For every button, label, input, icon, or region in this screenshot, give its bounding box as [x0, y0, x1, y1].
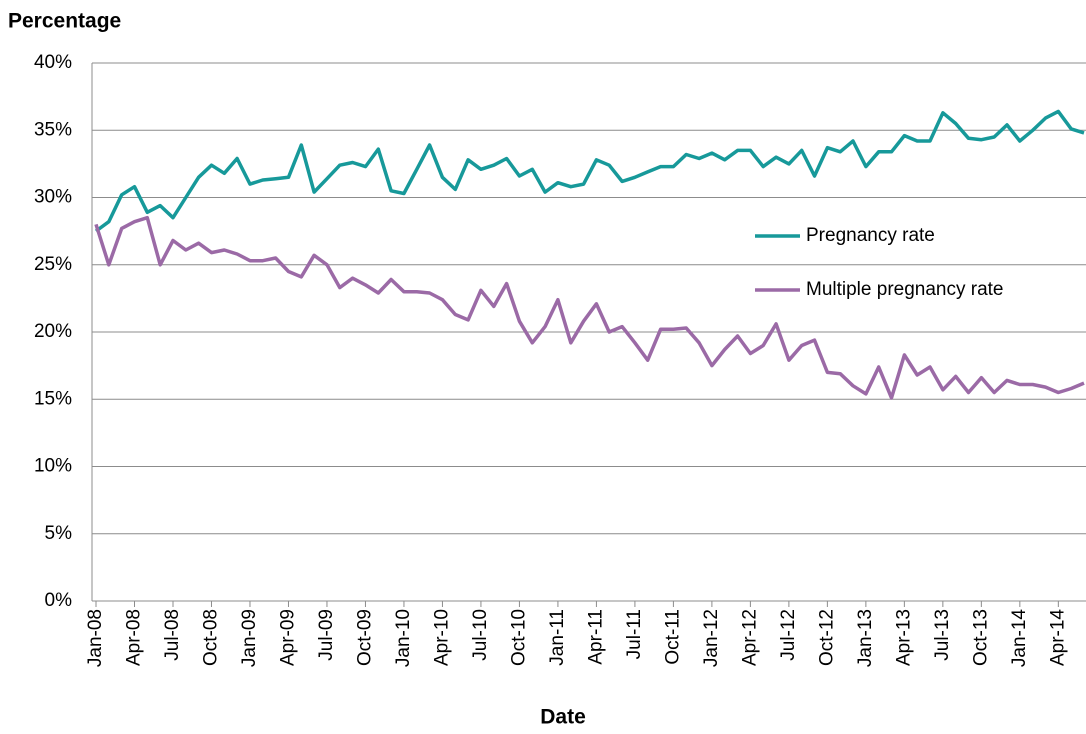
x-tick-label: Jul-08 [162, 609, 183, 661]
x-tick-label: Apr-10 [431, 609, 452, 666]
x-tick-label: Jan-11 [547, 609, 568, 666]
x-tick-label: Apr-12 [739, 609, 760, 666]
y-tick-label: 35% [34, 119, 72, 140]
x-tick-label: Apr-14 [1047, 609, 1068, 666]
series-line [94, 109, 1085, 233]
y-tick-label: 20% [34, 321, 72, 342]
x-tick-label: Jul-12 [778, 609, 799, 661]
y-tick-label: 30% [34, 187, 72, 208]
x-tick-label: Jul-10 [470, 609, 491, 661]
x-tick-label: Jan-08 [85, 609, 106, 667]
x-tick-label: Apr-11 [585, 609, 606, 665]
x-tick-label: Jul-13 [932, 609, 953, 661]
y-tick-label: 10% [34, 456, 72, 477]
y-axis-title: Percentage [8, 10, 121, 33]
y-tick-label: 15% [34, 388, 72, 409]
x-axis-title: Date [540, 706, 586, 729]
x-tick-label: Jan-13 [855, 609, 876, 667]
x-tick-label: Jan-10 [393, 609, 414, 667]
x-tick-label: Jan-14 [1009, 609, 1030, 668]
x-tick-label: Jul-09 [316, 609, 337, 661]
x-tick-label: Oct-12 [816, 609, 837, 666]
x-tick-label: Apr-08 [124, 609, 145, 666]
x-tick-label: Jan-09 [239, 609, 260, 667]
x-tick-label: Oct-09 [354, 609, 375, 666]
legend-label: Multiple pregnancy rate [806, 279, 1004, 300]
x-tick-label: Oct-11 [662, 609, 683, 665]
x-tick-label: Oct-10 [508, 609, 529, 666]
series-line [94, 215, 1085, 400]
x-tick-label: Oct-13 [970, 609, 991, 666]
x-tick-label: Apr-13 [893, 609, 914, 666]
x-tick-label: Apr-09 [277, 609, 298, 666]
x-tick-label: Jan-12 [701, 609, 722, 667]
y-tick-label: 0% [45, 590, 73, 611]
x-tick-label: Jul-11 [624, 609, 645, 659]
x-tick-label: Oct-08 [200, 609, 221, 666]
y-tick-label: 5% [45, 523, 73, 544]
y-tick-label: 25% [34, 254, 72, 275]
legend-label: Pregnancy rate [806, 225, 935, 246]
y-tick-label: 40% [34, 52, 72, 73]
